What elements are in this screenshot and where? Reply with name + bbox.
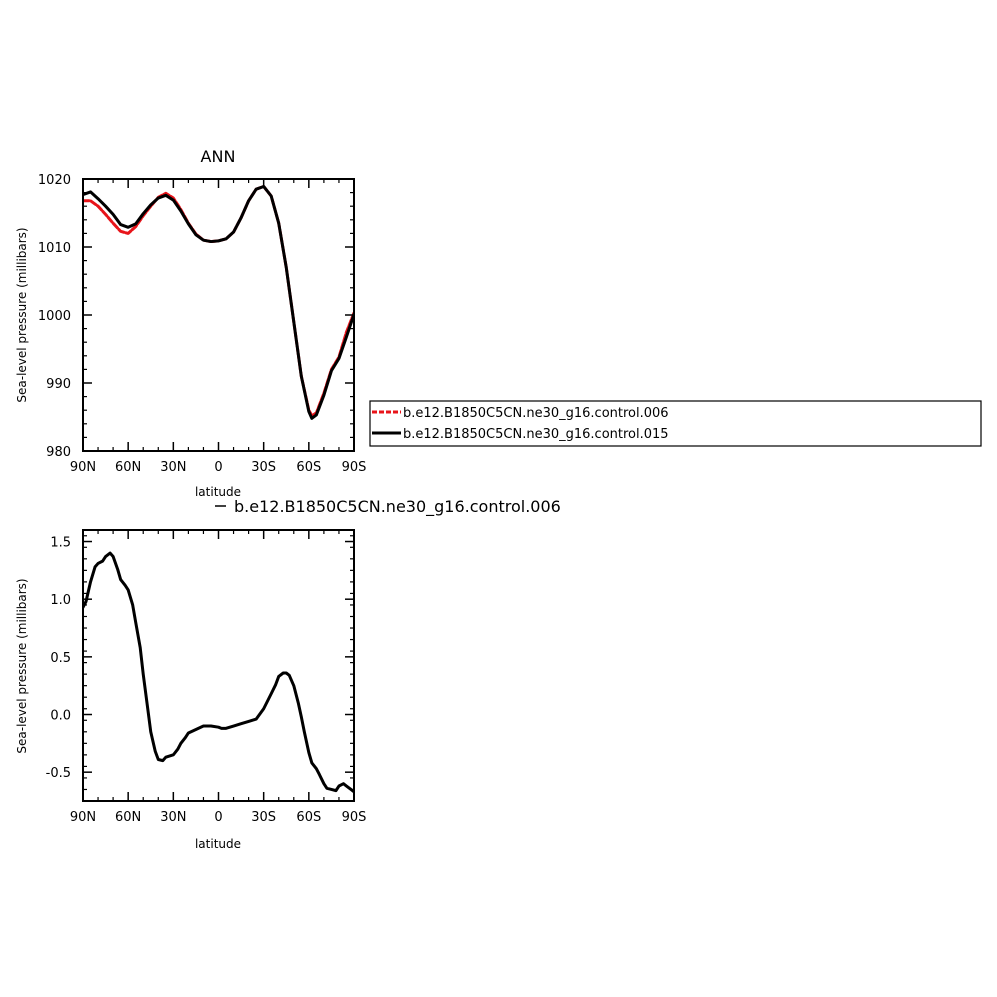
bottom-x-tick-label: 60N (115, 810, 141, 825)
top-x-tick-label: 60S (296, 460, 321, 475)
bottom-y-tick-label: 1.5 (50, 536, 71, 551)
bottom-x-tick-label: 90N (70, 810, 96, 825)
bottom-y-tick-label: -0.5 (46, 766, 71, 781)
top-y-axis-title: Sea-level pressure (millibars) (15, 227, 29, 402)
top-y-tick-label: 980 (46, 445, 71, 460)
top-series-line-1 (83, 184, 354, 420)
legend-label-series-006: b.e12.B1850C5CN.ne30_g16.control.006 (403, 406, 669, 421)
legend: b.e12.B1850C5CN.ne30_g16.control.006 b.e… (369, 400, 982, 447)
top-y-tick-label: 1010 (38, 241, 71, 256)
bottom-y-tick-label: 1.0 (50, 593, 71, 608)
top-y-tick-label: 1020 (38, 173, 71, 188)
bottom-plot-area: 90N 60N 30N 0 30S 60S 90S -0.5 0.0 0.5 1.0 1.5 (46, 529, 367, 825)
top-x-tick-label: 30S (251, 460, 276, 475)
bottom-x-axis-title: latitude (195, 837, 241, 851)
bottom-series-line-0 (83, 551, 354, 794)
top-x-axis-title: latitude (195, 485, 241, 499)
top-x-tick-label: 0 (214, 460, 222, 475)
bottom-x-tick-label: 30S (251, 810, 276, 825)
top-x-tick-label: 90S (342, 460, 367, 475)
legend-label-series-015: b.e12.B1850C5CN.ne30_g16.control.015 (403, 427, 669, 442)
top-x-tick-label: 60N (115, 460, 141, 475)
bottom-panel: b.e12.B1850C5CN.ne30_g16.control.006 90N… (15, 497, 561, 851)
top-x-tick-label: 30N (160, 460, 186, 475)
bottom-y-axis-title: Sea-level pressure (millibars) (15, 578, 29, 753)
bottom-x-tick-label: 60S (296, 810, 321, 825)
legend-box (369, 400, 982, 447)
top-x-tick-label: 90N (70, 460, 96, 475)
bottom-y-tick-label: 0.5 (50, 651, 71, 666)
top-y-tick-label: 990 (46, 377, 71, 392)
bottom-x-tick-label: 0 (214, 810, 222, 825)
bottom-x-tick-label: 30N (160, 810, 186, 825)
top-y-tick-label: 1000 (38, 309, 71, 324)
bottom-y-tick-label: 0.0 (50, 709, 71, 724)
top-panel: ANN 90N 60N 30N 0 30S 60S 90S 980 990 1000 1010 102… (15, 147, 366, 499)
top-plot-area: 90N 60N 30N 0 30S 60S 90S 980 990 1000 1010 1020 (38, 173, 366, 475)
top-chart-title: ANN (201, 147, 236, 166)
bottom-x-tick-label: 90S (342, 810, 367, 825)
bottom-chart-subtitle: b.e12.B1850C5CN.ne30_g16.control.006 (234, 497, 561, 517)
